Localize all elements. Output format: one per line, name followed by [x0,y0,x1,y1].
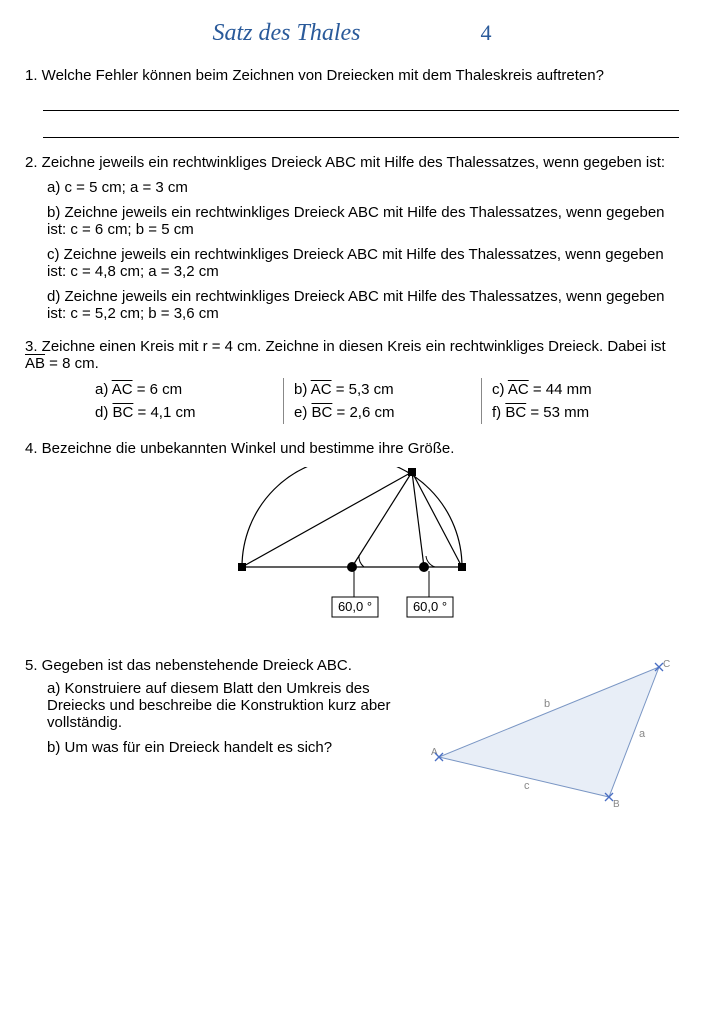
answer-line [43,119,679,138]
q5-b: b) Um was für ein Dreieck handelt es sic… [47,739,419,756]
page-number: 4 [481,20,492,46]
question-5: 5. Gegeben ist das nebenstehende Dreieck… [25,657,679,817]
svg-text:c: c [524,780,530,792]
svg-text:A: A [431,747,438,758]
q3-a: a) AC = 6 cm [85,378,283,401]
q2-c: c) Zeichne jeweils ein rechtwinkliges Dr… [47,246,679,280]
svg-text:C: C [663,659,670,670]
q2-d: d) Zeichne jeweils ein rechtwinkliges Dr… [47,288,679,322]
svg-text:b: b [544,698,550,710]
q3-c: c) AC = 44 mm [481,378,679,401]
q3-options: a) AC = 6 cm b) AC = 5,3 cm c) AC = 44 m… [85,378,679,424]
q2-prompt: 2. Zeichne jeweils ein rechtwinkliges Dr… [25,154,679,171]
q5-prompt: 5. Gegeben ist das nebenstehende Dreieck… [25,657,419,674]
q2-a: a) c = 5 cm; a = 3 cm [47,179,679,196]
question-2: 2. Zeichne jeweils ein rechtwinkliges Dr… [25,154,679,322]
page-header: Satz des Thales 4 [25,20,679,47]
thales-diagram: 60,0 ° 60,0 ° [202,467,502,637]
q5-a: a) Konstruiere auf diesem Blatt den Umkr… [47,680,419,731]
svg-text:a: a [639,728,646,740]
q2-b: b) Zeichne jeweils ein rechtwinkliges Dr… [47,204,679,238]
q3-f: f) BC = 53 mm [481,401,679,424]
question-4: 4. Bezeichne die unbekannten Winkel und … [25,440,679,641]
angle-label-1: 60,0 ° [338,599,372,614]
question-3: 3. Zeichne einen Kreis mit r = 4 cm. Zei… [25,338,679,424]
q1-prompt: 1. Welche Fehler können beim Zeichnen vo… [25,67,679,84]
q4-figure: 60,0 ° 60,0 ° [25,467,679,641]
q4-prompt: 4. Bezeichne die unbekannten Winkel und … [25,440,679,457]
q3-e: e) BC = 2,6 cm [283,401,481,424]
question-1: 1. Welche Fehler können beim Zeichnen vo… [25,67,679,138]
svg-text:B: B [613,799,620,810]
angle-label-2: 60,0 ° [413,599,447,614]
page-title: Satz des Thales [212,20,360,47]
q3-d: d) BC = 4,1 cm [85,401,283,424]
answer-line [43,92,679,111]
triangle-abc: A B C a b c [429,657,679,817]
q3-b: b) AC = 5,3 cm [283,378,481,401]
q3-prompt: 3. Zeichne einen Kreis mit r = 4 cm. Zei… [25,338,679,372]
